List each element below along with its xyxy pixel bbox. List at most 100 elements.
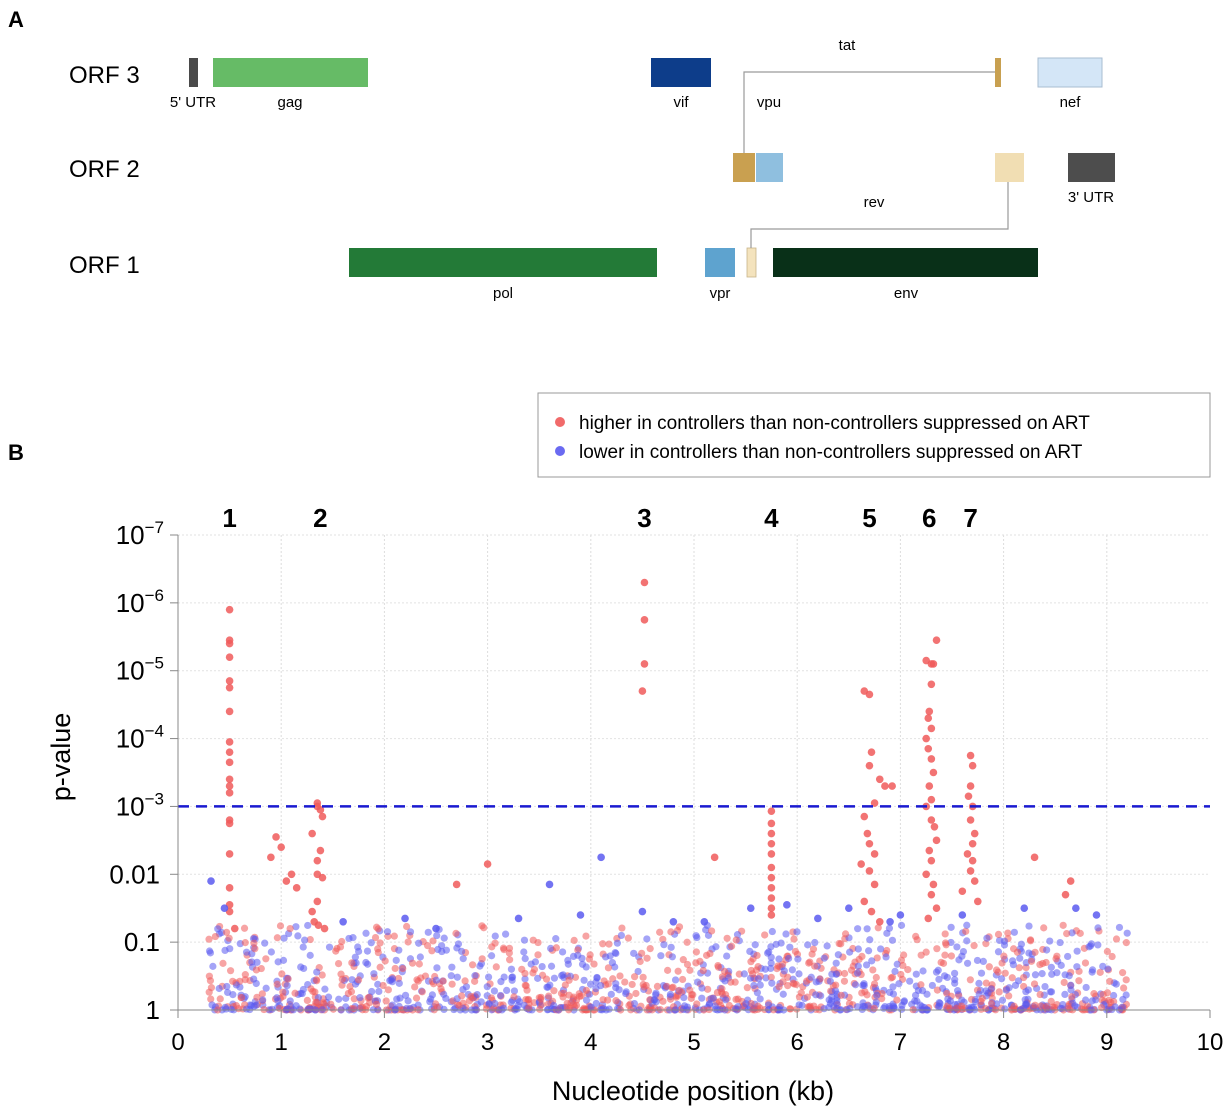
- background-point: [574, 946, 582, 954]
- background-point: [793, 928, 801, 936]
- point-higher: [640, 616, 649, 624]
- background-point: [659, 935, 667, 943]
- point-higher: [924, 914, 933, 923]
- point-lower: [1072, 904, 1080, 913]
- background-point: [357, 1003, 365, 1011]
- x-tick-label: 3: [481, 1029, 494, 1056]
- background-point: [891, 967, 899, 975]
- background-point: [374, 980, 382, 988]
- background-point: [917, 981, 925, 989]
- background-point: [280, 934, 288, 942]
- background-point: [437, 985, 445, 993]
- background-point: [250, 975, 258, 983]
- point-higher: [964, 792, 973, 801]
- background-point: [984, 989, 992, 997]
- peak-label: 3: [637, 503, 651, 533]
- point-higher: [308, 907, 316, 916]
- background-point: [663, 982, 671, 990]
- legend-label-lower: lower in controllers than non-controller…: [579, 442, 1083, 463]
- background-point: [404, 938, 412, 946]
- background-point: [411, 983, 419, 991]
- background-point: [617, 931, 625, 940]
- background-point: [253, 958, 261, 966]
- background-point: [941, 930, 949, 938]
- background-point: [208, 1001, 216, 1009]
- x-tick-label: 4: [584, 1029, 597, 1056]
- background-point: [953, 943, 961, 951]
- orf2-label: ORF 2: [69, 156, 140, 183]
- background-point: [505, 949, 513, 957]
- background-point: [1063, 929, 1071, 938]
- gene-vif: [651, 58, 711, 87]
- background-point: [912, 970, 920, 978]
- point-higher: [927, 755, 936, 763]
- background-point: [383, 928, 392, 936]
- background-point: [300, 936, 309, 944]
- point-higher: [974, 897, 982, 906]
- background-point: [788, 966, 796, 974]
- background-point: [521, 975, 529, 983]
- background-point: [866, 936, 874, 944]
- background-point: [790, 935, 798, 943]
- background-point: [313, 968, 321, 976]
- background-point: [1042, 958, 1050, 967]
- point-higher: [710, 853, 719, 862]
- point-higher: [929, 880, 938, 889]
- background-point: [933, 986, 942, 994]
- background-point: [782, 930, 790, 938]
- background-point: [1110, 991, 1118, 1000]
- background-point: [643, 935, 651, 943]
- background-point: [1047, 988, 1056, 996]
- point-higher: [292, 884, 301, 892]
- point-higher: [924, 714, 933, 723]
- gene-tat-exon1: [733, 153, 755, 182]
- gene-gag: [213, 58, 368, 87]
- background-point: [461, 977, 469, 985]
- point-higher: [272, 833, 280, 841]
- background-point: [680, 994, 688, 1002]
- background-point: [694, 978, 702, 986]
- point-higher: [314, 921, 323, 929]
- label-utr5: 5' UTR: [170, 94, 216, 111]
- background-point: [563, 1003, 571, 1011]
- point-lower: [896, 911, 905, 919]
- background-point: [550, 1001, 558, 1010]
- point-higher: [925, 782, 934, 790]
- background-point: [764, 1001, 773, 1009]
- background-point: [273, 980, 281, 988]
- background-point: [798, 1001, 806, 1009]
- y-tick-label: 10−3: [116, 789, 164, 821]
- background-point: [1094, 941, 1102, 949]
- background-point: [973, 956, 982, 965]
- background-point: [756, 981, 764, 989]
- background-point: [313, 977, 321, 985]
- point-higher: [966, 867, 975, 875]
- background-point: [698, 984, 706, 992]
- point-higher: [316, 806, 325, 814]
- background-point: [979, 957, 987, 965]
- background-point: [611, 949, 619, 957]
- point-higher: [870, 850, 879, 858]
- point-higher: [870, 880, 879, 889]
- background-point: [1013, 948, 1021, 956]
- background-point: [388, 975, 397, 983]
- background-point: [487, 994, 496, 1002]
- background-point: [1122, 939, 1130, 947]
- background-point: [639, 973, 647, 981]
- background-point: [780, 967, 788, 975]
- point-higher: [767, 829, 776, 838]
- point-higher: [865, 867, 874, 875]
- background-point: [634, 967, 642, 976]
- background-point: [693, 1000, 701, 1008]
- background-point: [906, 977, 914, 985]
- background-point: [785, 954, 793, 963]
- background-point: [241, 939, 249, 947]
- point-higher: [860, 897, 869, 906]
- panel-b: B higher in controllers than non-control…: [8, 392, 1223, 1106]
- background-point: [889, 990, 898, 998]
- background-point: [431, 1000, 440, 1008]
- point-higher: [881, 782, 889, 790]
- background-point: [448, 963, 456, 971]
- background-point: [872, 973, 880, 982]
- background-point: [1067, 986, 1075, 994]
